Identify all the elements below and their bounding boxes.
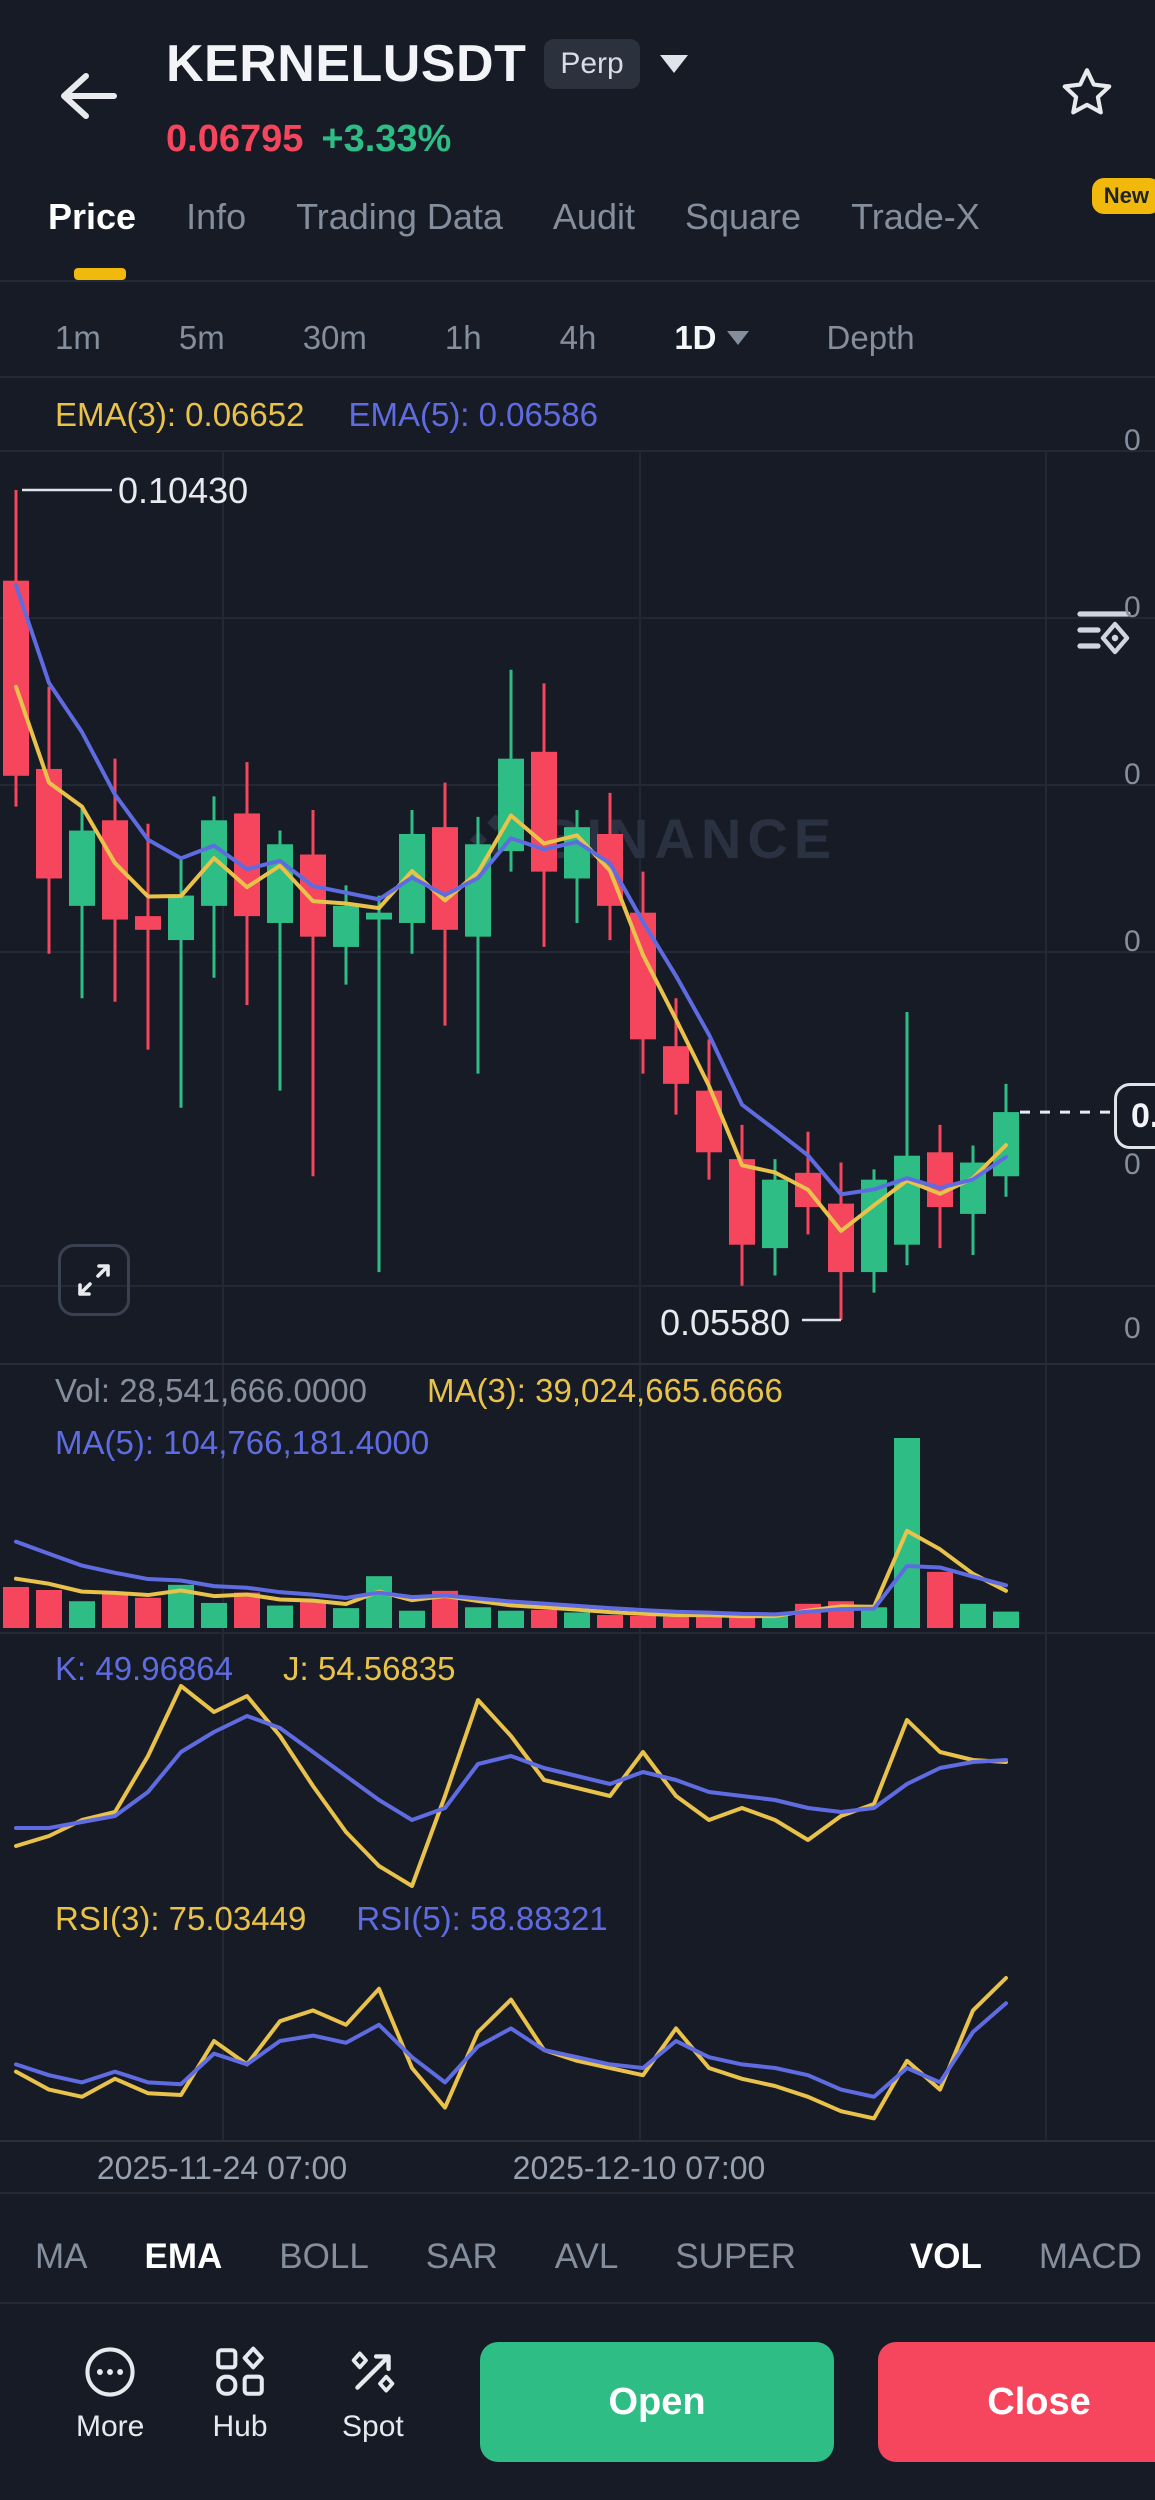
gridline xyxy=(0,450,1155,452)
volume-ma5-label: MA(5): 104,766,181.4000 xyxy=(55,1424,430,1461)
gridline xyxy=(0,951,1155,953)
hub-button[interactable]: Hub xyxy=(212,2344,268,2444)
kdj-chart[interactable] xyxy=(0,1640,1155,1890)
indicator-tab-ema[interactable]: EMA xyxy=(144,2237,223,2276)
hub-label: Hub xyxy=(212,2410,268,2443)
interval-5m[interactable]: 5m xyxy=(178,319,225,356)
axis-label: 0 xyxy=(1124,925,1141,958)
close-position-button[interactable]: Close xyxy=(878,2342,1155,2462)
divider xyxy=(0,2192,1155,2194)
gridline xyxy=(0,1285,1155,1287)
more-button[interactable]: More xyxy=(76,2344,144,2444)
axis-label: 0 xyxy=(1124,1148,1141,1181)
favorite-star-icon[interactable] xyxy=(1058,64,1116,122)
divider xyxy=(0,376,1155,378)
indicator-tab-ma[interactable]: MA xyxy=(35,2237,88,2276)
more-label: More xyxy=(76,2410,145,2443)
price-change-percent: +3.33% xyxy=(321,118,452,160)
interval-selected[interactable]: 1D xyxy=(674,319,749,357)
open-position-button[interactable]: Open xyxy=(480,2342,834,2462)
tab-info[interactable]: Info xyxy=(186,196,247,237)
current-price-value: 0.06795 xyxy=(1131,1096,1155,1135)
axis-label: 0 xyxy=(1124,591,1141,624)
indicator-tab-macd[interactable]: MACD xyxy=(1038,2237,1142,2276)
ema3-label: EMA(3): 0.06652 xyxy=(55,396,305,433)
kdj-j-label: J: 54.56835 xyxy=(283,1650,456,1687)
volume-ma3-label: MA(3): 39,024,665.6666 xyxy=(426,1372,783,1409)
interval-4h[interactable]: 4h xyxy=(559,319,597,356)
close-button-label: Close xyxy=(987,2380,1091,2423)
new-feature-badge: New xyxy=(1091,178,1155,214)
interval-30m[interactable]: 30m xyxy=(302,319,367,356)
market-type-badge: Perp xyxy=(544,39,640,89)
volume-label: Vol: 28,541,666.0000 xyxy=(55,1372,367,1409)
gridline xyxy=(639,450,641,2140)
symbol-title: KERNELUSDT xyxy=(166,35,527,93)
divider xyxy=(0,280,1155,282)
indicator-tab-bar: MA EMA BOLL SAR AVL SUPER VOL MACD xyxy=(0,2212,1155,2302)
ema5-label: EMA(5): 0.06586 xyxy=(348,396,598,433)
spot-label: Spot xyxy=(342,2410,404,2443)
indicator-tab-vol[interactable]: VOL xyxy=(909,2237,982,2276)
rsi5-label: RSI(5): 58.88321 xyxy=(356,1900,608,1937)
low-price-label: 0.05580 xyxy=(660,1302,791,1343)
kdj-k-label: K: 49.96864 xyxy=(55,1650,233,1687)
interval-bar: 1m 5m 30m 1h 4h 1D Depth xyxy=(0,300,1155,655)
active-tab-underline xyxy=(74,268,126,280)
axis-label: 0 xyxy=(1124,424,1141,457)
header: KERNELUSDT Perp 0.06795 +3.33% xyxy=(0,0,1155,196)
tab-price[interactable]: Price xyxy=(48,196,137,237)
high-price-label: 0.10430 xyxy=(118,470,249,511)
symbol-dropdown-caret-icon[interactable] xyxy=(659,55,688,73)
open-button-label: Open xyxy=(608,2380,706,2423)
interval-1h[interactable]: 1h xyxy=(444,319,482,356)
indicator-tab-avl[interactable]: AVL xyxy=(554,2237,619,2276)
indicator-tab-sar[interactable]: SAR xyxy=(425,2237,498,2276)
depth-toggle[interactable]: Depth xyxy=(826,319,915,356)
gridline xyxy=(0,617,1155,619)
tab-square[interactable]: Square xyxy=(684,196,802,237)
last-price: 0.06795 xyxy=(166,118,304,160)
x-axis-date-1: 2025-11-24 07:00 xyxy=(96,2150,348,2186)
gridline xyxy=(222,450,224,2140)
tab-audit[interactable]: Audit xyxy=(552,196,635,237)
axis-label: 0 xyxy=(1124,1312,1141,1345)
indicator-tab-super[interactable]: SUPER xyxy=(675,2237,796,2276)
axis-label: 0 xyxy=(1124,758,1141,791)
current-price-pill: 0.06795 xyxy=(1114,1083,1155,1149)
x-axis-date-2: 2025-12-10 07:00 xyxy=(512,2150,766,2186)
gridline xyxy=(1045,450,1047,2140)
pane-divider xyxy=(0,2140,1155,2142)
chart-settings-icon[interactable] xyxy=(1076,608,1132,660)
spot-button[interactable]: Spot xyxy=(342,2344,404,2444)
volume-chart[interactable] xyxy=(0,1430,1155,1632)
pane-divider xyxy=(0,1363,1155,1365)
hub-grid-icon xyxy=(216,2346,264,2396)
price-chart[interactable] xyxy=(0,455,1155,1363)
interval-caret-icon xyxy=(726,331,749,345)
rsi3-label: RSI(3): 75.03449 xyxy=(55,1900,307,1937)
pane-divider xyxy=(0,1632,1155,1634)
rsi-chart[interactable] xyxy=(0,1940,1155,2140)
indicator-tab-boll[interactable]: BOLL xyxy=(279,2237,369,2276)
tab-trade-x[interactable]: Trade-X xyxy=(851,196,980,237)
interval-1m[interactable]: 1m xyxy=(55,319,101,356)
nav-tab-bar: Price Info Trading Data Audit Square Tra… xyxy=(0,196,1155,238)
tab-trading-data[interactable]: Trading Data xyxy=(296,196,503,237)
fullscreen-expand-button[interactable] xyxy=(58,1244,130,1316)
spot-transfer-icon xyxy=(351,2351,395,2393)
gridline xyxy=(0,784,1155,786)
back-icon[interactable] xyxy=(56,68,118,124)
expand-arrows-icon xyxy=(78,1264,110,1296)
more-ellipsis-icon xyxy=(85,2347,135,2397)
divider xyxy=(0,2302,1155,2304)
